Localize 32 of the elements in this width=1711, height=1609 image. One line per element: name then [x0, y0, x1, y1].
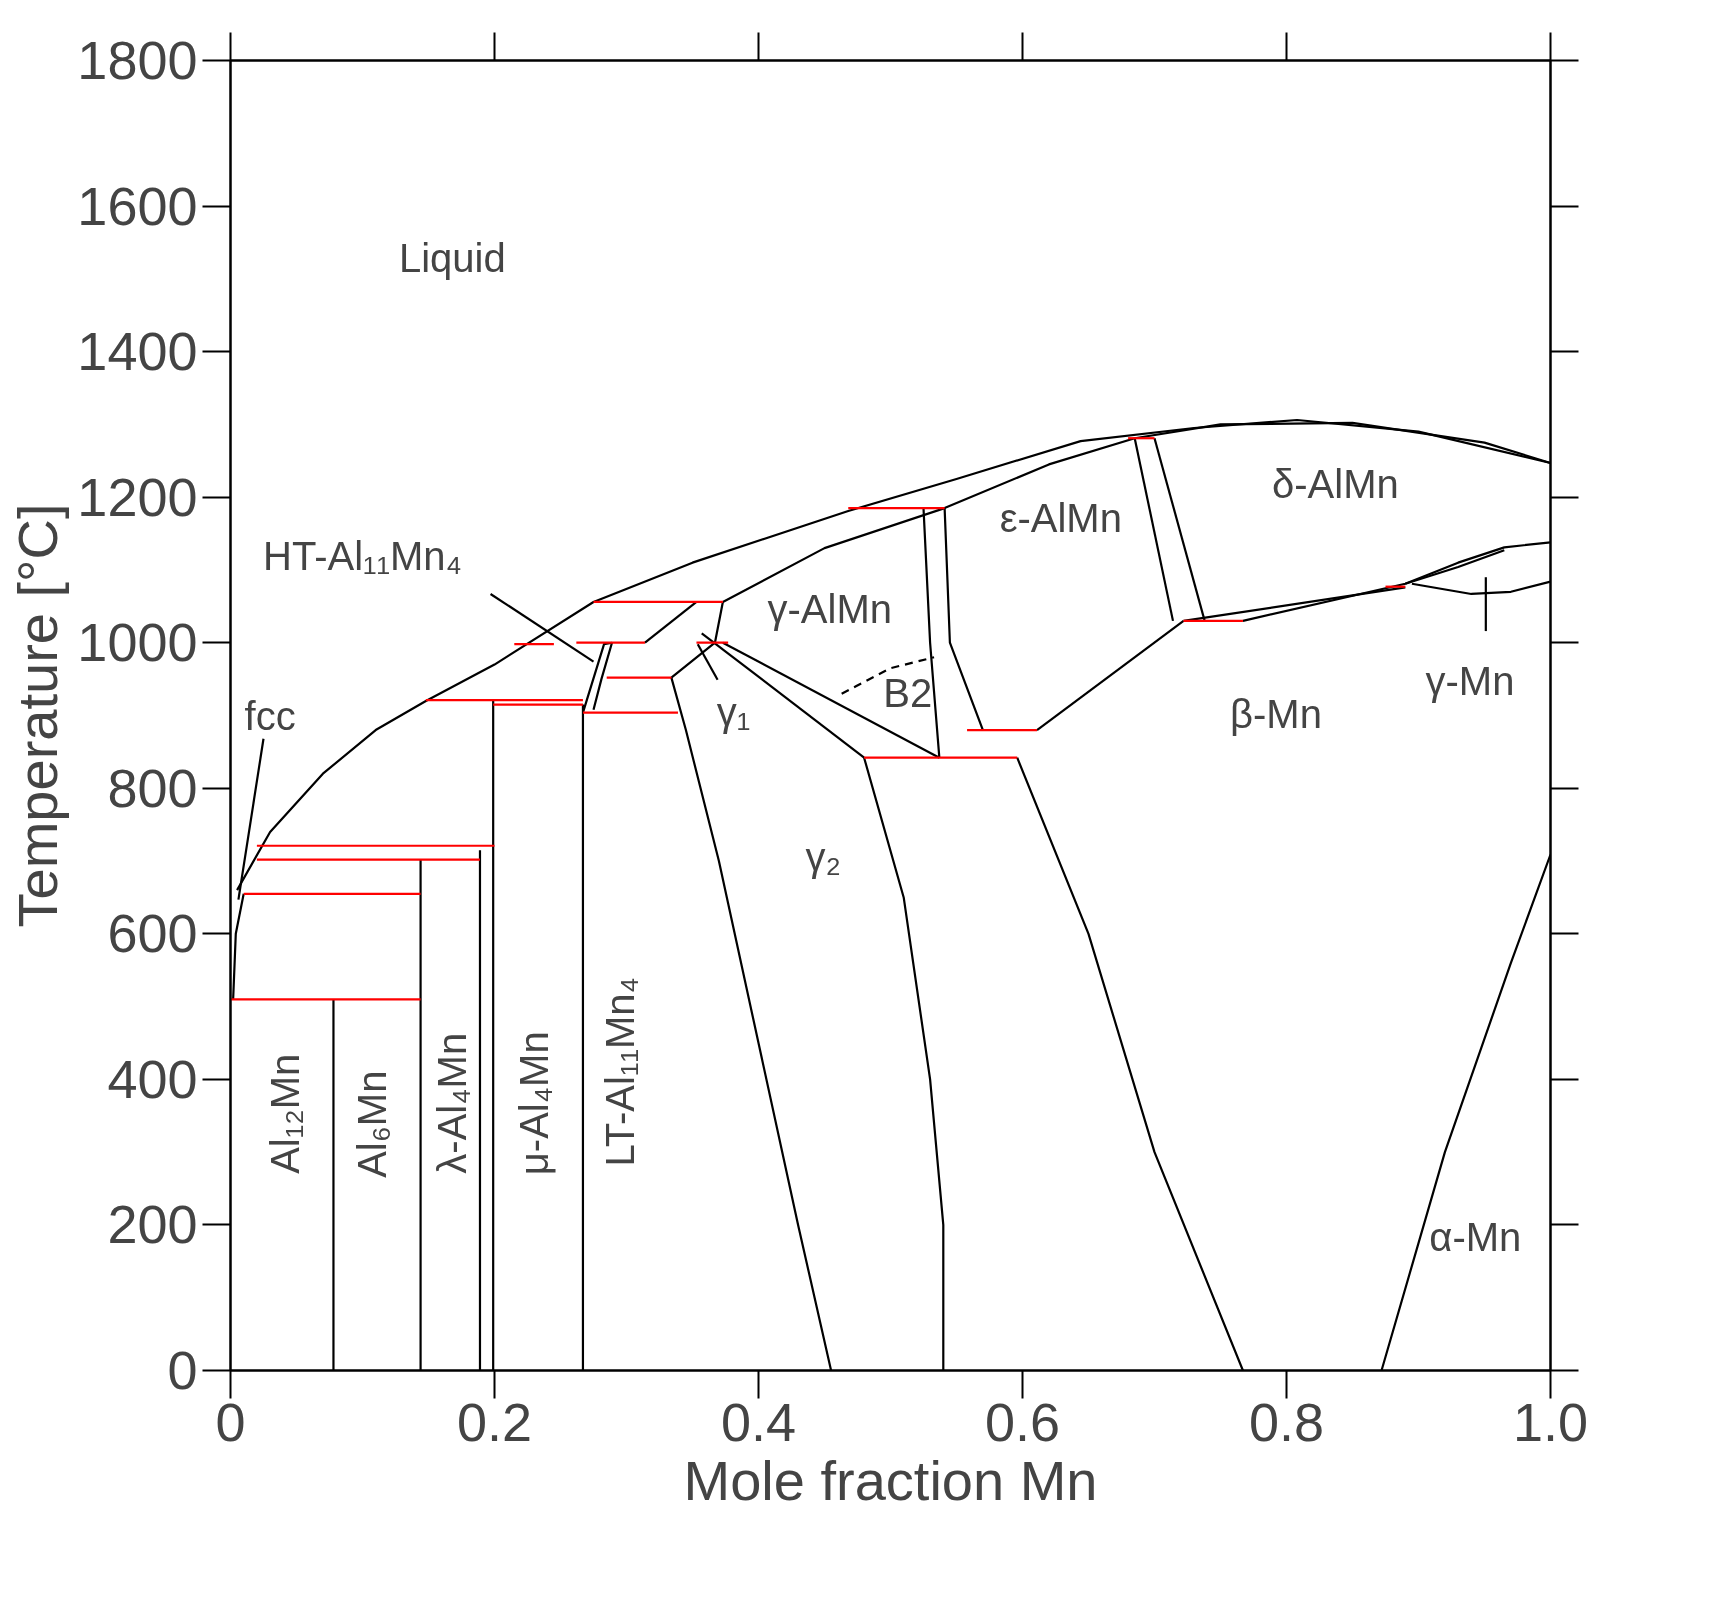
y-tick-label: 200 [107, 1194, 198, 1255]
y-axis-title: Temperature [°C] [6, 503, 70, 928]
x-tick-label: 0.2 [456, 1391, 533, 1452]
y-tick-label: 1200 [77, 466, 198, 527]
y-tick-label: 400 [107, 1048, 198, 1109]
y-tick-label: 1600 [77, 175, 198, 236]
annotation: HT-Al₁₁Mn₄ [263, 533, 462, 578]
y-tick-label: 600 [107, 903, 198, 964]
annotation: γ-AlMn [767, 587, 893, 632]
annotation: Liquid [398, 236, 506, 281]
annotation: μ-Al₄Mn [512, 1031, 557, 1176]
y-tick-label: 1000 [77, 612, 198, 673]
annotation: λ-Al₄Mn [430, 1032, 475, 1174]
annotation: γ₁ [716, 689, 751, 734]
annotation: δ-AlMn [1271, 461, 1399, 506]
annotation: Al₆Mn [349, 1070, 394, 1178]
annotation: Al₁₂Mn [262, 1053, 307, 1174]
y-tick-label: 1800 [77, 30, 198, 90]
y-tick-label: 0 [167, 1340, 198, 1400]
annotation: α-Mn [1429, 1214, 1522, 1259]
x-tick-label: 0.8 [1248, 1391, 1325, 1452]
annotation: γ₂ [805, 834, 841, 879]
annotation: LT-Al₁₁Mn₄ [597, 977, 642, 1167]
annotation: fcc [244, 693, 296, 738]
annotation: ε-AlMn [999, 495, 1122, 540]
x-tick-label: 0 [215, 1391, 246, 1452]
y-tick-label: 800 [107, 757, 198, 818]
annotation: B2 [883, 671, 933, 716]
annotation: γ-Mn [1425, 659, 1515, 704]
y-tick-label: 1400 [77, 321, 198, 382]
x-tick-label: 1.0 [1512, 1391, 1589, 1452]
annotation: β-Mn [1229, 692, 1322, 737]
